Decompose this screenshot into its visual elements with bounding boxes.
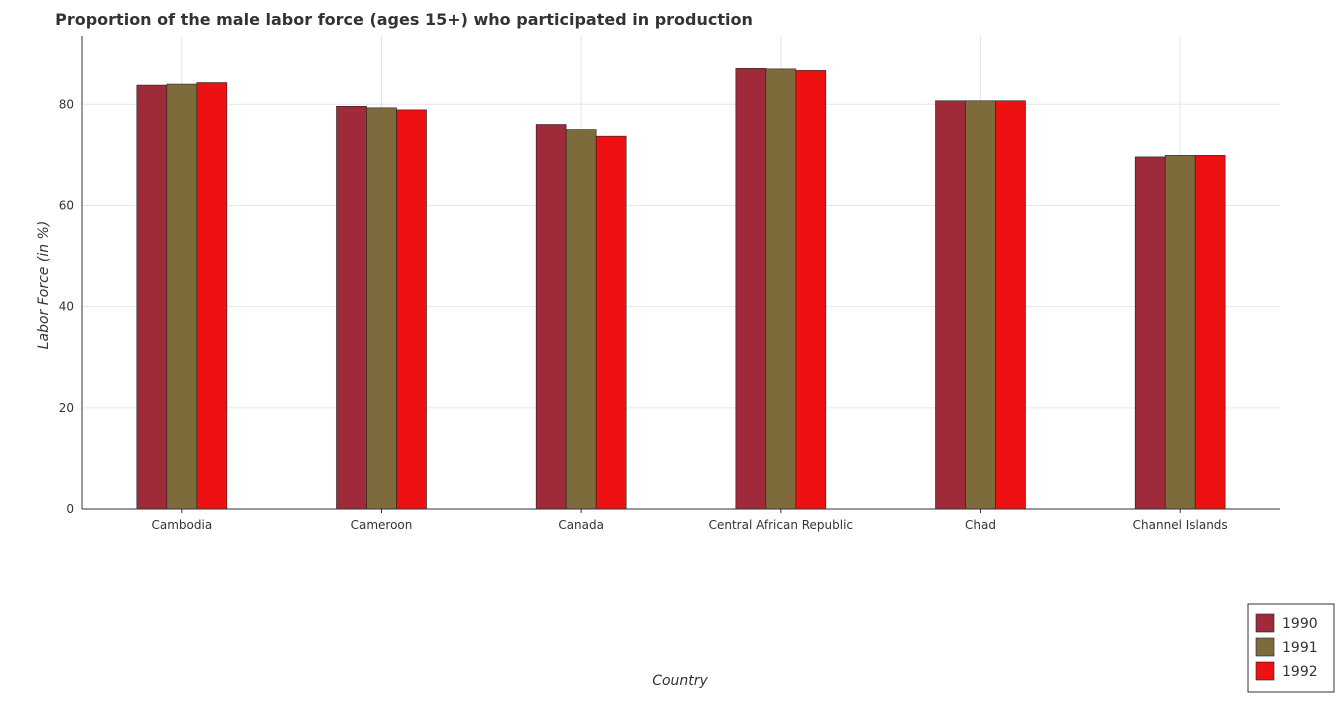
bar — [595, 135, 627, 510]
y-tick-label: 60 — [59, 198, 74, 212]
bar — [196, 82, 228, 510]
bar — [1134, 156, 1166, 510]
x-tick-label: Central African Republic — [709, 518, 853, 532]
x-tick-label: Canada — [558, 518, 604, 532]
legend-swatch — [1255, 613, 1275, 633]
y-axis-label: Labor Force (in %) — [36, 221, 52, 350]
x-tick-label: Cameroon — [351, 518, 413, 532]
y-tick-label: 20 — [59, 401, 74, 415]
x-tick-label: Cambodia — [151, 518, 212, 532]
legend: 1990 1991 1992 — [1247, 603, 1335, 693]
bar — [336, 106, 367, 510]
legend-label: 1992 — [1282, 664, 1318, 680]
bars — [136, 68, 1226, 510]
bar — [166, 83, 198, 510]
x-tick-label: Channel Islands — [1133, 518, 1228, 532]
legend-swatch — [1255, 661, 1275, 681]
bar — [535, 124, 567, 510]
bar — [1164, 155, 1196, 510]
bar — [935, 100, 966, 510]
legend-label: 1990 — [1282, 616, 1318, 632]
x-axis-label: Country — [652, 673, 708, 689]
y-tick-label: 80 — [59, 97, 74, 111]
bar — [795, 70, 827, 510]
axes: 0 20 40 60 80 Cambodia Cameroon Canada Central A… — [59, 36, 1280, 532]
y-tick-label: 0 — [66, 502, 74, 516]
gridlines — [82, 36, 1280, 510]
x-tick-label: Chad — [965, 518, 996, 532]
bar — [1194, 155, 1226, 510]
legend-label: 1991 — [1282, 640, 1318, 656]
bar — [995, 100, 1026, 510]
bar — [136, 84, 168, 510]
bar — [565, 129, 597, 510]
bar — [396, 109, 427, 510]
chart-title: Proportion of the male labor force (ages… — [55, 10, 753, 29]
y-tick-label: 40 — [59, 300, 74, 314]
bar — [965, 100, 996, 510]
bar — [735, 68, 767, 510]
bar — [366, 107, 397, 510]
legend-swatch — [1255, 637, 1275, 657]
bar — [765, 68, 797, 510]
